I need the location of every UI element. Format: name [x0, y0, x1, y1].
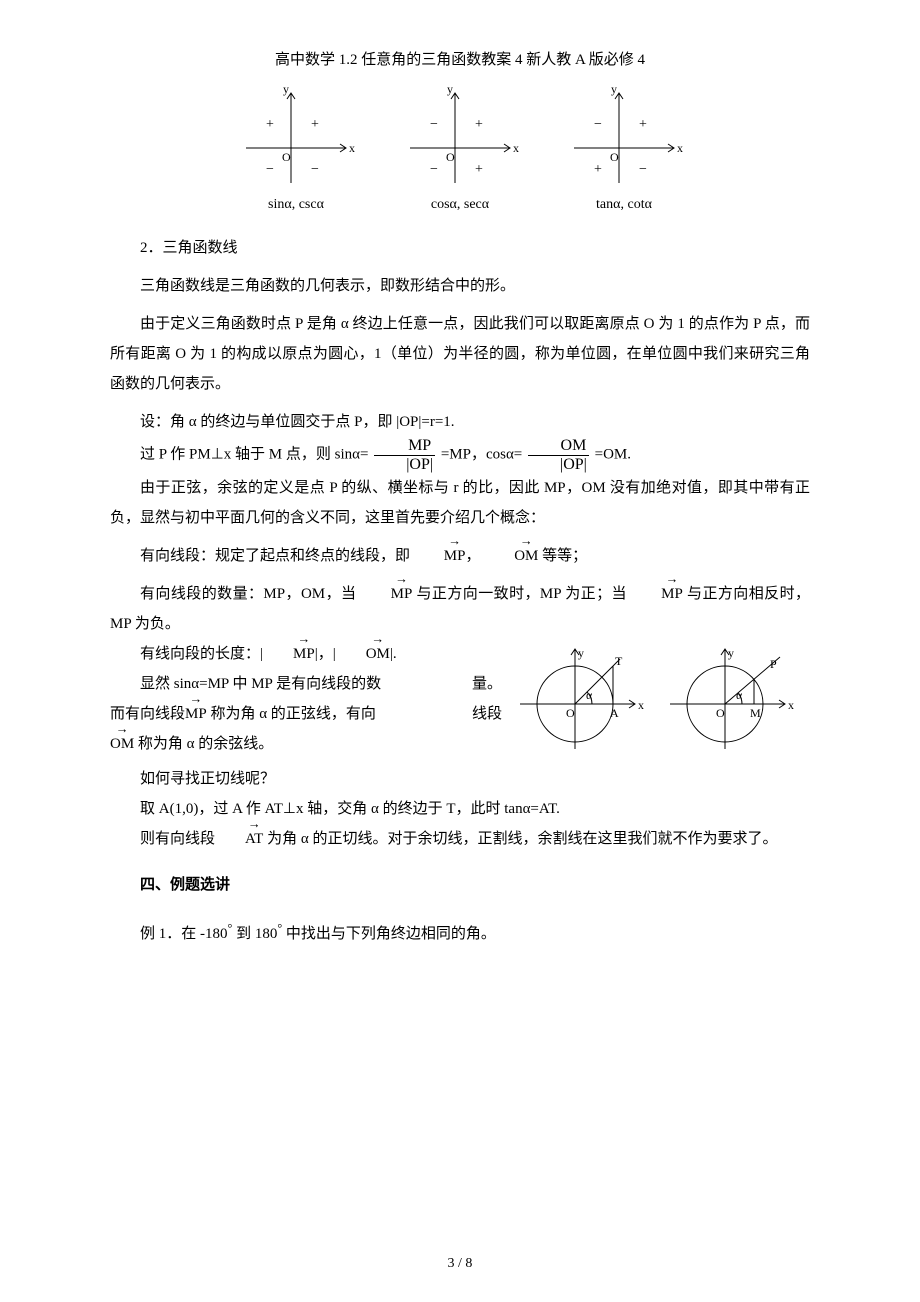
svg-text:x: x — [677, 141, 683, 155]
sign-chart-sin-label: sinα, cscα — [268, 197, 324, 213]
paragraph-1: 三角函数线是三角函数的几何表示，即数形结合中的形。 — [110, 271, 810, 301]
paragraph-4: 过 P 作 PM⊥x 轴于 M 点，则 sinα= MP |OP| =MP，co… — [110, 437, 810, 473]
p4-mid: =MP，cosα= — [441, 447, 522, 463]
svg-text:O: O — [610, 150, 619, 164]
sign-chart-cos-label: cosα, secα — [431, 197, 489, 213]
sign-chart-sin: x y O + + − − sinα, cscα — [236, 83, 356, 213]
svg-text:O: O — [566, 706, 575, 720]
paragraph-10-line1: 而有向线段MP 称为角 α 的正弦线，有向 线段 — [110, 699, 502, 729]
paragraph-3: 设：角 α 的终边与单位圆交于点 P，即 |OP|=r=1. — [110, 407, 810, 437]
svg-text:+: + — [639, 117, 647, 132]
svg-text:O: O — [446, 150, 455, 164]
svg-text:x: x — [638, 698, 644, 712]
paragraph-2: 由于定义三角函数时点 P 是角 α 终边上任意一点，因此我们可以取距离原点 O … — [110, 309, 810, 399]
svg-text:α: α — [736, 688, 743, 702]
sign-chart-cos-svg: x y O − + − + — [400, 83, 520, 193]
paragraph-9: 显然 sinα=MP 中 MP 是有向线段的数 量。 — [110, 669, 502, 699]
paragraph-7: 有向线段的数量：MP，OM，当 MP 与正方向一致时，MP 为正；当 MP 与正… — [110, 579, 810, 639]
p4-suffix: =OM. — [595, 447, 631, 463]
page-footer: 3 / 8 — [0, 1256, 920, 1272]
example-1: 例 1．在 -180° 到 180° 中找出与下列角终边相同的角。 — [110, 916, 810, 949]
sign-charts-row: x y O + + − − sinα, cscα x y O — [110, 83, 810, 213]
svg-text:+: + — [594, 162, 602, 177]
sign-chart-cos: x y O − + − + cosα, secα — [400, 83, 520, 213]
svg-text:y: y — [578, 646, 584, 660]
svg-text:y: y — [728, 646, 734, 660]
sign-chart-tan: x y O − + + − tanα, cotα — [564, 83, 684, 213]
vector-om: OM — [484, 541, 538, 571]
q4-sign: − — [311, 162, 319, 177]
svg-text:+: + — [475, 117, 483, 132]
svg-text:+: + — [475, 162, 483, 177]
svg-text:M: M — [750, 706, 761, 720]
sign-chart-sin-svg: x y O + + − − — [236, 83, 356, 193]
svg-text:−: − — [430, 162, 438, 177]
unit-circle-svg: x y O T A α x y O P — [510, 639, 810, 759]
svg-text:−: − — [594, 117, 602, 132]
p4-prefix: 过 P 作 PM⊥x 轴于 M 点，则 sinα= — [140, 447, 368, 463]
svg-text:x: x — [788, 698, 794, 712]
svg-text:y: y — [447, 83, 453, 96]
svg-text:O: O — [716, 706, 725, 720]
svg-text:x: x — [349, 141, 355, 155]
sign-chart-tan-svg: x y O − + + − — [564, 83, 684, 193]
q2-sign: + — [266, 117, 274, 132]
svg-text:−: − — [430, 117, 438, 132]
vector-at: AT — [215, 824, 263, 854]
svg-text:y: y — [283, 83, 289, 96]
q3-sign: − — [266, 162, 274, 177]
svg-text:y: y — [611, 83, 617, 96]
unit-circle-figures: x y O T A α x y O P — [510, 639, 810, 764]
svg-text:O: O — [282, 150, 291, 164]
fraction-om-op: OM |OP| — [528, 437, 589, 473]
page-title: 高中数学 1.2 任意角的三角函数教案 4 新人教 A 版必修 4 — [110, 48, 810, 69]
svg-text:x: x — [513, 141, 519, 155]
sign-chart-tan-label: tanα, cotα — [596, 197, 652, 213]
svg-text:A: A — [610, 706, 619, 720]
svg-text:α: α — [586, 688, 593, 702]
svg-text:T: T — [615, 654, 623, 668]
q1-sign: + — [311, 117, 319, 132]
paragraph-13: 则有向线段AT 为角 α 的正切线。对于余切线，正割线，余割线在这里我们就不作为… — [110, 824, 810, 854]
document-page: 高中数学 1.2 任意角的三角函数教案 4 新人教 A 版必修 4 x y O … — [0, 0, 920, 1302]
paragraph-5: 由于正弦，余弦的定义是点 P 的纵、横坐标与 r 的比，因此 MP，OM 没有加… — [110, 473, 810, 533]
svg-text:P: P — [770, 657, 777, 671]
vector-mp: MP — [414, 541, 466, 571]
paragraph-6: 有向线段：规定了起点和终点的线段，即 MP， OM 等等； — [110, 541, 810, 571]
section-4-heading: 四、例题选讲 — [110, 870, 810, 900]
section-2-heading: 2．三角函数线 — [110, 233, 810, 263]
paragraph-11: 如何寻找正切线呢？ — [110, 764, 810, 794]
svg-text:−: − — [639, 162, 647, 177]
fraction-mp-op: MP |OP| — [374, 437, 435, 473]
